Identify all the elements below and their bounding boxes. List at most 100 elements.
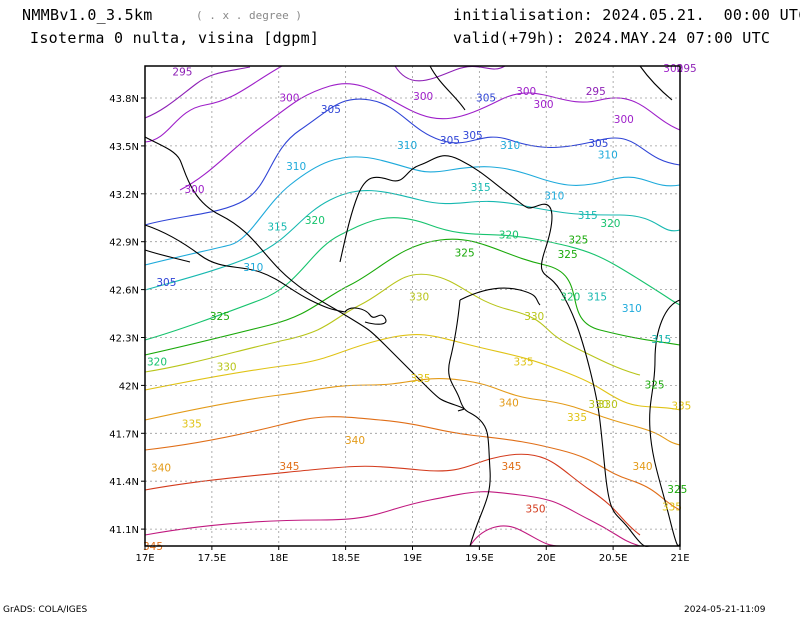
contour-label: 335 <box>411 373 431 385</box>
contour-label: 310 <box>500 140 520 152</box>
contour-label: 340 <box>151 463 171 475</box>
contour-label: 345 <box>501 461 521 473</box>
contour-line <box>144 491 641 547</box>
contour-label: 340 <box>345 435 365 447</box>
x-tick-label: 17.5E <box>198 553 227 564</box>
border-line <box>339 155 651 547</box>
contour-label: 330 <box>409 291 429 303</box>
contour-line <box>144 416 681 511</box>
contour-line <box>144 453 641 536</box>
contour-line <box>144 190 681 291</box>
contour-label: 315 <box>578 210 598 222</box>
x-tick-label: 19.5E <box>465 553 494 564</box>
footer-timestamp: 2024-05-21-11:09 <box>684 605 766 615</box>
contour-line <box>469 525 561 547</box>
contour-label: 300 <box>534 99 554 111</box>
country-borders <box>144 65 681 547</box>
contour-label: 300 <box>184 184 204 196</box>
contour-label: 325 <box>210 311 230 323</box>
contour-label: 310 <box>598 150 618 162</box>
contour-label: 310 <box>544 190 564 202</box>
contour-line <box>144 156 681 266</box>
contour-label: 320 <box>600 218 620 230</box>
border-line <box>639 65 673 101</box>
contour-label: 335 <box>513 357 533 369</box>
model-title: NMMBv1.0_3.5km <box>22 6 153 24</box>
contour-label: 300 <box>516 86 536 98</box>
contour-label: 300 <box>614 114 634 126</box>
contour-label: 330 <box>598 399 618 411</box>
x-tick-label: 20E <box>537 553 556 564</box>
init-time: initialisation: 2024.05.21. 00:00 UTC <box>453 6 800 24</box>
contour-label: 295 <box>677 63 697 75</box>
contour-label: 330 <box>524 311 544 323</box>
contour-label: 310 <box>397 140 417 152</box>
y-axis-ticks: 43.8N 43.5N 43.2N 42.9N 42.6N 42.3N 42N 41.7N 41… <box>109 94 145 536</box>
contour-label: 300 <box>279 93 299 105</box>
y-tick-label: 41.1N <box>109 525 139 536</box>
contour-label: 305 <box>463 130 483 142</box>
y-tick-label: 42N <box>119 381 139 392</box>
border-line <box>649 299 681 547</box>
x-tick-label: 21E <box>670 553 689 564</box>
contour-label: 340 <box>499 397 519 409</box>
x-axis-ticks: 17E 17.5E 18E 18.5E 19E 19.5E 20E 20.5E 21E <box>135 546 690 564</box>
contour-line <box>144 273 641 376</box>
contour-label: 310 <box>622 303 642 315</box>
x-tick-label: 17E <box>135 553 154 564</box>
contour-label: 295 <box>586 86 606 98</box>
contour-line <box>144 66 251 119</box>
contour-line <box>144 238 681 356</box>
contour-label: 340 <box>633 461 653 473</box>
contour-label: 325 <box>455 247 475 259</box>
field-title: Isoterma 0 nulta, visina [dgpm] <box>30 29 320 47</box>
y-tick-label: 42.3N <box>109 334 139 345</box>
contour-line <box>144 217 681 341</box>
border-line <box>144 249 191 263</box>
contour-label: 350 <box>526 503 546 515</box>
border-line <box>448 299 491 547</box>
contour-label: 300 <box>413 91 433 103</box>
contour-line <box>144 65 283 143</box>
contour-label: 305 <box>476 93 496 105</box>
y-tick-label: 41.7N <box>109 429 139 440</box>
y-tick-label: 42.9N <box>109 238 139 249</box>
contour-label: 345 <box>143 541 163 553</box>
contour-line <box>394 65 506 82</box>
y-tick-label: 43.2N <box>109 190 139 201</box>
contour-label: 295 <box>172 66 192 78</box>
contour-label: 320 <box>305 215 325 227</box>
contour-label: 320 <box>499 229 519 241</box>
contour-label: 310 <box>243 262 263 274</box>
contour-line <box>144 98 681 226</box>
contour-line <box>144 378 681 446</box>
contour-label: 335 <box>182 419 202 431</box>
border-line <box>459 287 541 306</box>
contour-label: 305 <box>588 138 608 150</box>
y-tick-label: 42.6N <box>109 286 139 297</box>
contour-label: 335 <box>662 502 682 514</box>
contour-label: 335 <box>567 412 587 424</box>
border-line <box>429 65 466 111</box>
contour-label: 330 <box>588 399 608 411</box>
border-line <box>344 307 387 325</box>
contour-label: 345 <box>279 461 299 473</box>
lat-lon-grid <box>145 66 680 546</box>
contour-label: 320 <box>147 357 167 369</box>
y-tick-label: 43.8N <box>109 94 139 105</box>
x-tick-label: 18.5E <box>331 553 360 564</box>
x-tick-label: 20.5E <box>599 553 628 564</box>
valid-time: valid(+79h): 2024.MAY.24 07:00 UTC <box>453 29 771 47</box>
contour-label: 315 <box>651 334 671 346</box>
contour-label: 325 <box>568 234 588 246</box>
contour-label: 325 <box>645 379 665 391</box>
border-line <box>144 224 346 313</box>
x-tick-label: 18E <box>269 553 288 564</box>
contour-label: 335 <box>671 401 691 413</box>
contour-label: 305 <box>440 135 460 147</box>
footer-credit: GrADS: COLA/IGES <box>3 605 88 615</box>
contour-label: 320 <box>560 291 580 303</box>
contour-label: 310 <box>286 161 306 173</box>
contour-label: 325 <box>667 484 687 496</box>
